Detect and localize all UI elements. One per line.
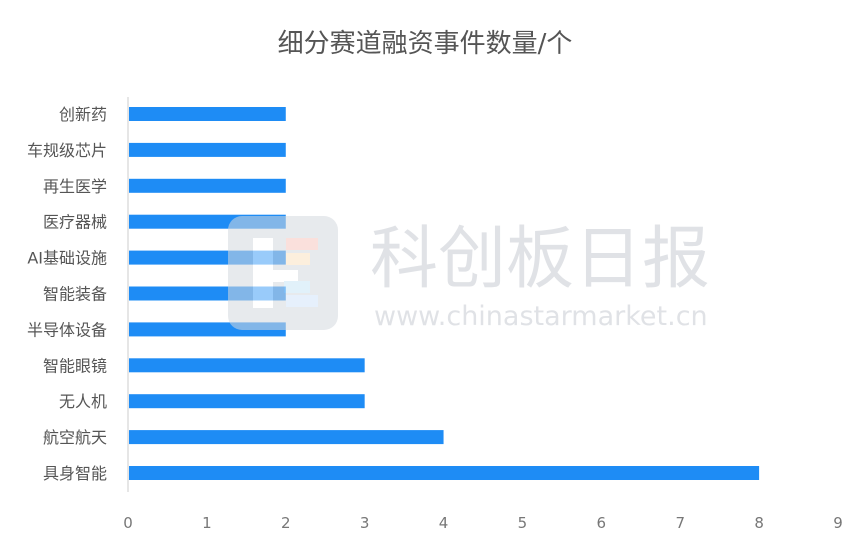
category-label: 智能眼镜 [43,356,107,375]
x-tick-label: 8 [754,514,764,532]
bar-6 [129,322,286,337]
category-label: 医疗器械 [43,213,107,232]
bar-2 [129,178,286,193]
x-tick-label: 4 [439,514,449,532]
bar-5 [129,286,286,301]
bar-0 [129,107,286,121]
x-tick-label: 6 [597,514,607,532]
bar-4 [129,250,286,265]
x-tick-label: 0 [123,514,133,532]
x-tick-label: 1 [202,514,212,532]
x-tick-label: 7 [675,514,685,532]
category-label: 无人机 [59,392,107,411]
bar-9 [129,430,444,445]
category-label: 半导体设备 [27,320,107,339]
bar-1 [129,142,286,157]
category-label: 再生医学 [43,177,107,196]
category-label: 航空航天 [43,428,107,447]
bar-8 [129,394,365,409]
x-tick-label: 9 [833,514,843,532]
category-label: AI基础设施 [27,249,107,268]
bar-10 [129,466,760,480]
category-label: 车规级芯片 [27,141,107,160]
x-tick-label: 3 [360,514,370,532]
category-label: 智能装备 [43,285,107,304]
x-tick-label: 5 [518,514,528,532]
bar-7 [129,358,365,373]
category-label: 创新药 [59,105,107,124]
category-label: 具身智能 [43,464,107,483]
x-tick-label: 2 [281,514,291,532]
chart-title: 细分赛道融资事件数量/个 [278,29,573,59]
bar-3 [129,214,286,229]
